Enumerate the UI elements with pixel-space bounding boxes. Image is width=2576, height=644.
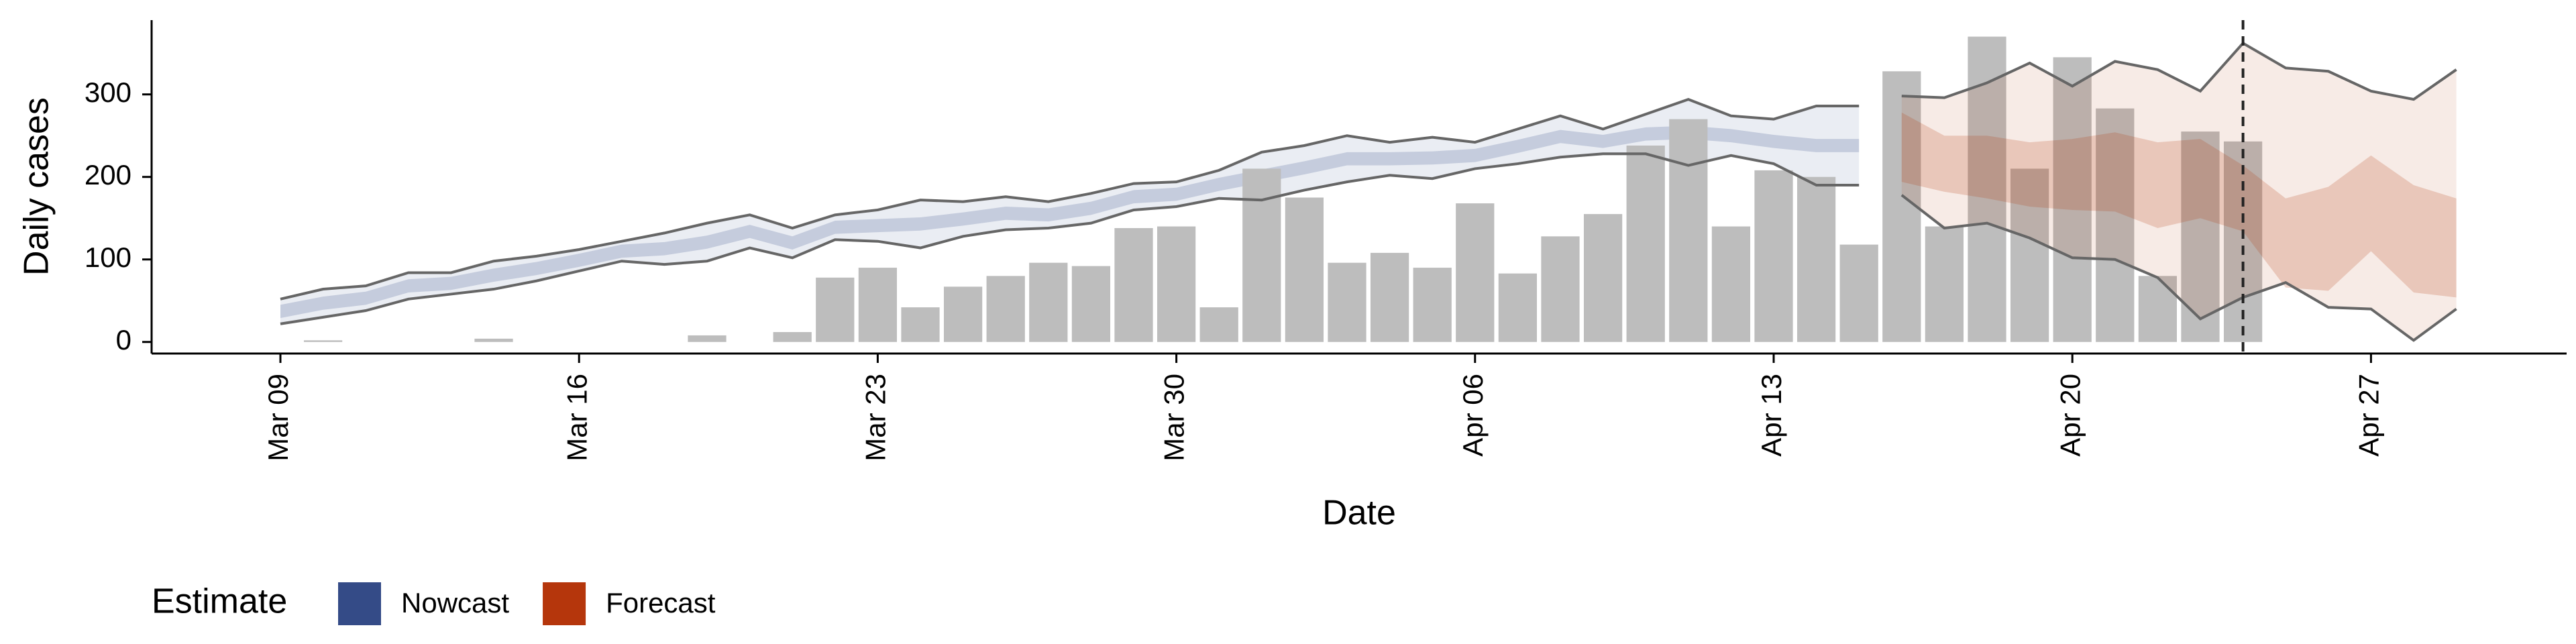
x-tick-label: Apr 27 (2353, 374, 2384, 457)
bar (1839, 244, 1878, 342)
legend-title: Estimate (152, 582, 287, 621)
legend-swatch (543, 582, 586, 625)
bar (1029, 262, 1068, 342)
bar (2138, 276, 2178, 342)
bar (1583, 214, 1623, 342)
bar (1541, 236, 1580, 342)
bar (1669, 119, 1708, 342)
y-tick-label: 0 (116, 324, 131, 356)
bar (2223, 141, 2263, 342)
bar (1199, 307, 1238, 342)
y-tick-label: 200 (85, 159, 131, 191)
interval-band (280, 99, 1860, 324)
y-axis-title: Daily cases (17, 97, 56, 276)
bar (986, 276, 1025, 342)
bar (1370, 252, 1409, 342)
bar (1456, 203, 1495, 342)
x-tick-label: Mar 09 (262, 374, 294, 462)
bar (1711, 226, 1751, 342)
bar (1285, 197, 1324, 342)
legend-label: Nowcast (401, 587, 509, 619)
bar (1925, 226, 1964, 342)
bar (1071, 266, 1111, 342)
bar (1413, 268, 1452, 342)
x-tick-label: Mar 16 (561, 374, 592, 462)
bar (474, 338, 513, 342)
legend-swatch (338, 582, 381, 625)
bar (943, 286, 983, 342)
interval-line (280, 152, 1860, 325)
bar (901, 307, 940, 342)
bar (1157, 226, 1196, 342)
bar (2053, 57, 2092, 342)
y-tick-label: 100 (85, 241, 131, 273)
x-tick-label: Mar 23 (859, 374, 891, 462)
x-tick-label: Apr 13 (1756, 374, 1787, 457)
bar (1498, 273, 1538, 342)
x-tick-label: Apr 06 (1457, 374, 1489, 457)
legend-label: Forecast (606, 587, 716, 619)
bar (773, 332, 812, 342)
bar (1754, 170, 1793, 342)
bar (1796, 176, 1836, 342)
x-tick-label: Apr 20 (2054, 374, 2086, 457)
bar (303, 340, 343, 342)
bar (816, 277, 855, 342)
x-tick-label: Mar 30 (1159, 374, 1190, 462)
bar (688, 335, 727, 342)
bar (2096, 108, 2135, 342)
interval-line (280, 97, 1860, 301)
interval-line (1900, 194, 2457, 342)
bar (1242, 168, 1281, 342)
interval-line (1901, 41, 2457, 101)
interval-band (1901, 112, 2457, 298)
bar (2010, 168, 2049, 342)
bar (858, 268, 898, 342)
bar (1114, 228, 1153, 342)
interval-band (1901, 43, 2457, 341)
bar (1328, 262, 1366, 342)
y-tick-label: 300 (85, 76, 131, 108)
x-axis-title: Date (1322, 494, 1396, 533)
bar (1626, 145, 1665, 342)
